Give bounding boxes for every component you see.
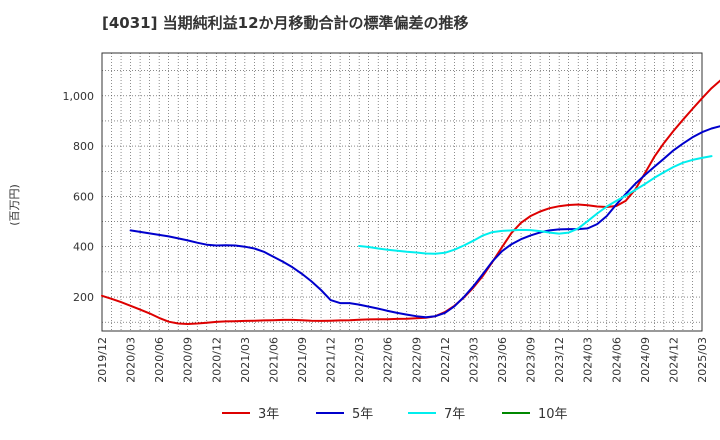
y-axis: 200 400 600 800 1,000 — [63, 90, 95, 304]
x-tick-label: 2020/12 — [210, 337, 223, 383]
grid — [102, 53, 702, 331]
legend-label-5年: 5年 — [352, 407, 373, 422]
x-tick-label: 2024/12 — [667, 337, 680, 383]
x-tick-label: 2024/09 — [639, 337, 652, 383]
x-tick-label: 2022/12 — [439, 337, 452, 383]
x-tick-label: 2023/09 — [525, 337, 538, 383]
legend-label-3年: 3年 — [258, 407, 279, 422]
x-axis: 2019/12 2020/03 2020/06 2020/09 2020/12 2021/… — [96, 337, 709, 383]
series-line-7年 — [358, 155, 713, 255]
x-tick-label: 2022/09 — [410, 337, 423, 383]
x-tick-label: 2023/03 — [467, 337, 480, 383]
y-tick-label: 200 — [73, 291, 94, 304]
x-tick-label: 2022/03 — [353, 337, 366, 383]
series-layer — [101, 79, 720, 325]
x-tick-label: 2023/12 — [553, 337, 566, 383]
x-tick-label: 2024/06 — [610, 337, 623, 383]
x-tick-label: 2023/06 — [496, 337, 509, 383]
series-line-5年 — [129, 125, 720, 319]
x-tick-label: 2020/09 — [182, 337, 195, 383]
x-tick-label: 2022/06 — [382, 337, 395, 383]
legend-label-7年: 7年 — [444, 407, 465, 422]
x-tick-label: 2021/12 — [325, 337, 338, 383]
y-tick-label: 600 — [73, 190, 94, 203]
x-tick-label: 2021/03 — [239, 337, 252, 383]
x-tick-label: 2021/09 — [296, 337, 309, 383]
x-tick-label: 2021/06 — [267, 337, 280, 383]
legend: 3年 5年 7年 10年 — [222, 407, 568, 422]
x-tick-label: 2020/03 — [125, 337, 138, 383]
x-tick-label: 2019/12 — [96, 337, 109, 383]
legend-label-10年: 10年 — [538, 407, 568, 422]
x-tick-label: 2024/03 — [582, 337, 595, 383]
y-axis-label: (百万円) — [8, 184, 21, 226]
chart-title: [4031] 当期純利益12か月移動合計の標準偏差の推移 — [102, 14, 469, 32]
x-tick-label: 2020/06 — [153, 337, 166, 383]
y-tick-label: 800 — [73, 140, 94, 153]
x-tick-label: 2025/03 — [696, 337, 709, 383]
y-tick-label: 1,000 — [63, 90, 95, 103]
y-tick-label: 400 — [73, 241, 94, 254]
plot-area — [101, 52, 703, 332]
